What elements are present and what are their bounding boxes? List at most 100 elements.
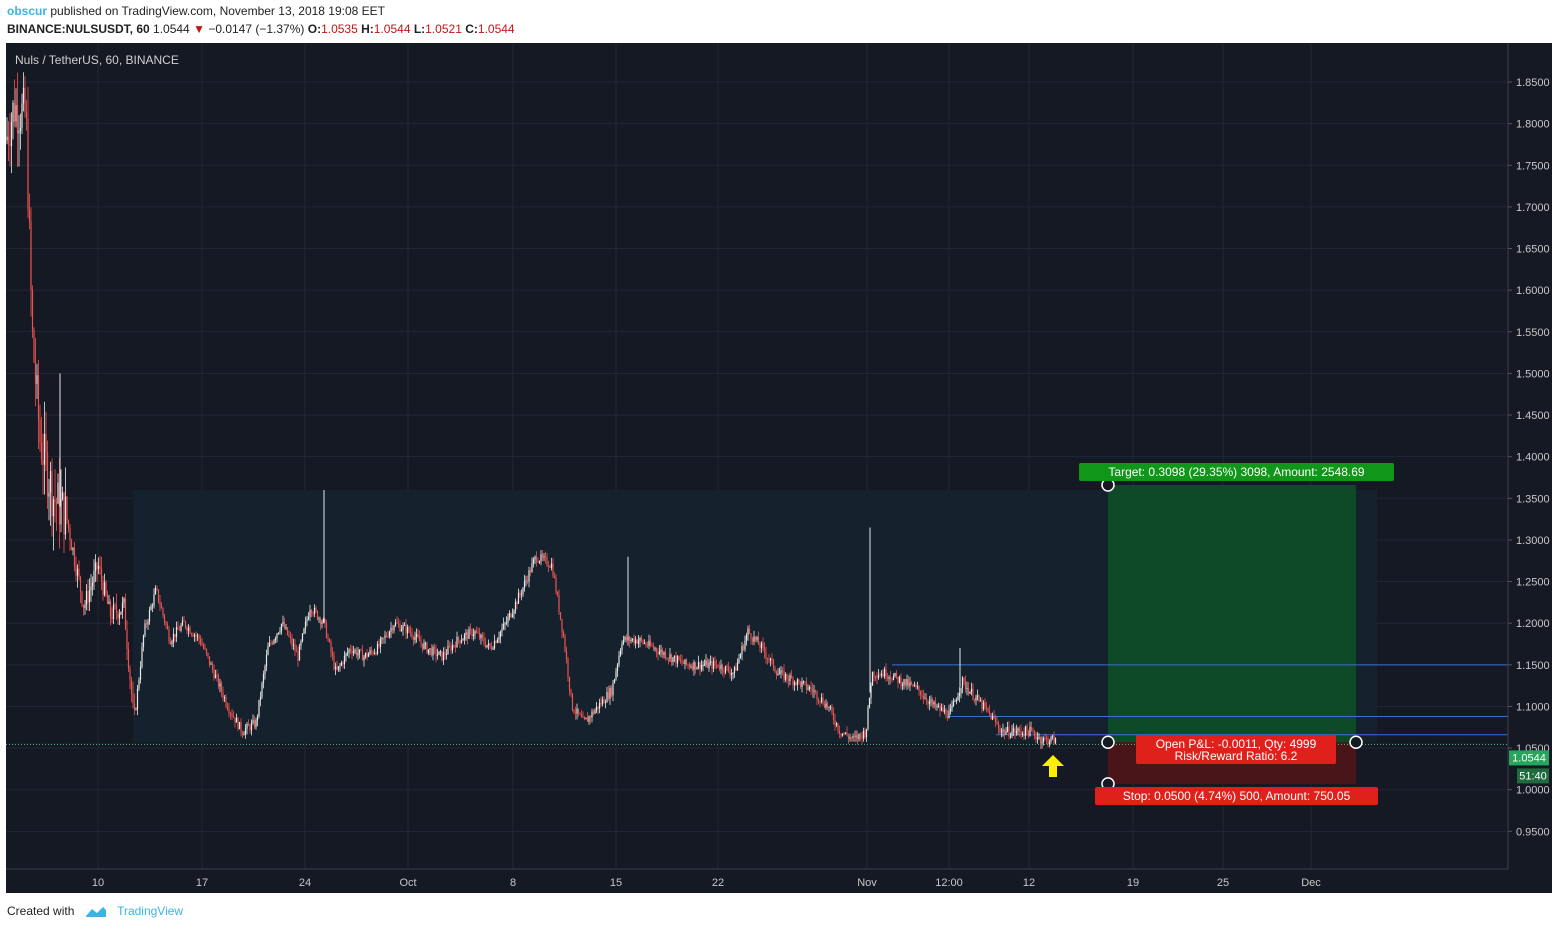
candle-body (853, 735, 856, 737)
candle-body (598, 702, 601, 709)
candle-body (850, 737, 853, 739)
candle-body (727, 666, 730, 672)
candle-body (477, 632, 479, 634)
candle-body (535, 556, 538, 562)
candle-body (130, 679, 133, 695)
candle-body (499, 631, 502, 638)
candle-body (645, 642, 647, 646)
candle-body (126, 629, 128, 649)
candle-body (315, 607, 317, 612)
candle-body (376, 643, 379, 655)
candle-body (981, 700, 983, 709)
chart-panel[interactable]: Target: 0.3098 (29.35%) 3098, Amount: 25… (6, 43, 1552, 893)
candle-body (429, 648, 431, 650)
candle-body (969, 692, 971, 694)
close-label: C: (465, 22, 478, 36)
candle-body (697, 662, 700, 668)
candle-body (816, 691, 818, 700)
candle-body (895, 672, 898, 677)
candle-body (693, 661, 695, 670)
candle-body (961, 677, 964, 688)
candle-body (604, 702, 607, 704)
candle-body (493, 640, 496, 649)
candle-body (967, 688, 970, 694)
candle-body (502, 623, 505, 629)
candle-body (724, 665, 727, 673)
candle-body (336, 666, 338, 670)
candle-body (265, 655, 268, 667)
candle-body (607, 692, 610, 699)
candle-body (1005, 731, 1007, 735)
tradingview-brand-link[interactable]: TradingView (117, 904, 184, 918)
candle-body (664, 652, 667, 659)
candle-body (202, 644, 205, 649)
candle-body (253, 720, 256, 728)
candle-body (991, 715, 994, 720)
candle-body (495, 640, 497, 643)
candle-body (555, 577, 557, 593)
candle-body (468, 629, 470, 639)
candle-body (1000, 731, 1003, 733)
candle-body (801, 681, 803, 688)
candle-body (327, 637, 329, 640)
candle-body (826, 703, 829, 708)
candle-body (21, 103, 23, 129)
candle-body (676, 656, 679, 664)
candle-body (739, 654, 742, 659)
candle-body (964, 680, 967, 690)
candle-body (309, 610, 311, 617)
candle-body (532, 559, 535, 564)
time-tick-label: 12 (1023, 877, 1035, 889)
candle-body (117, 612, 119, 619)
price-tick-label: 1.0000 (1516, 785, 1550, 797)
candle-body (426, 643, 428, 653)
candle-body (754, 636, 757, 640)
candle-body (1008, 726, 1010, 737)
candle-body (855, 735, 857, 737)
candle-body (399, 624, 401, 632)
candle-body (193, 634, 196, 637)
tradingview-logo-icon[interactable] (84, 905, 108, 919)
candle-body (976, 695, 979, 697)
candle-body (252, 720, 254, 724)
candle-body (948, 711, 950, 719)
candle-body (103, 582, 106, 595)
candle-body (631, 638, 634, 640)
up-arrow-icon (1042, 755, 1064, 777)
position-handle[interactable] (1349, 735, 1363, 750)
down-arrow-icon: ▼ (193, 22, 205, 36)
candle-body (525, 580, 527, 582)
candle-body (892, 676, 895, 680)
candle-body (105, 582, 107, 595)
username-link[interactable]: obscur (7, 4, 48, 18)
candle-body (640, 638, 643, 641)
candle-body (51, 471, 53, 517)
candle-body (643, 642, 646, 644)
candle-body (60, 499, 62, 525)
price-tick-label: 1.5500 (1516, 327, 1550, 339)
candle-body (765, 652, 767, 659)
candle-body (268, 642, 271, 647)
candle-body (661, 649, 664, 655)
created-with-label: Created with (7, 904, 75, 918)
candle-body (957, 695, 959, 701)
candle-body (723, 670, 725, 673)
candle-body (637, 640, 640, 644)
candle-body (840, 733, 842, 736)
candle-body (684, 659, 686, 665)
candle-body (451, 645, 454, 651)
candle-body (829, 706, 832, 708)
price-tick-label: 1.5000 (1516, 368, 1550, 380)
candle-body (235, 717, 238, 723)
candle-body (970, 688, 973, 693)
candle-body (594, 710, 596, 714)
candle-body (1026, 726, 1028, 732)
candle-body (195, 634, 197, 637)
price-chart[interactable]: Target: 0.3098 (29.35%) 3098, Amount: 25… (6, 43, 1552, 893)
candle-body (436, 654, 439, 656)
candle-body (256, 716, 259, 721)
position-handle[interactable] (1101, 735, 1115, 750)
candle-body (828, 706, 830, 708)
candle-body (814, 690, 817, 692)
candle-body (501, 628, 503, 632)
